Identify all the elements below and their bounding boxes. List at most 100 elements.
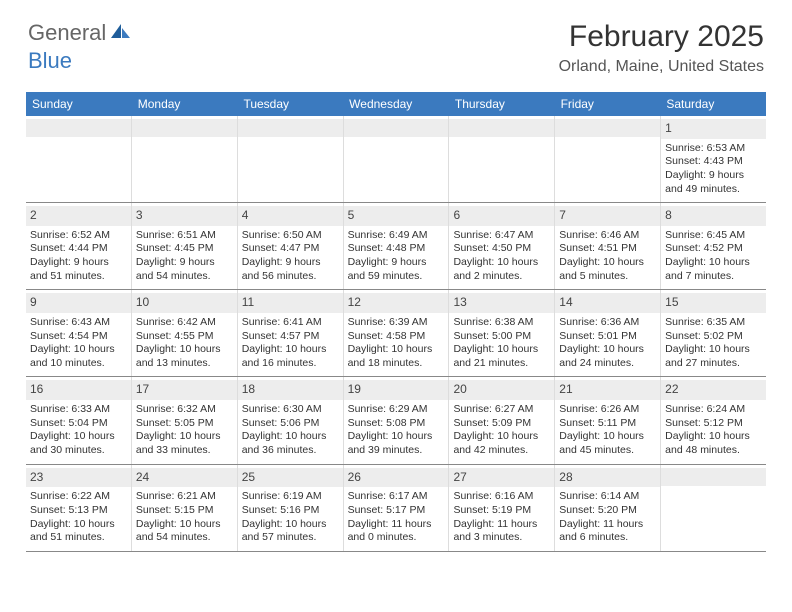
day-daylight2: and 36 minutes. xyxy=(242,444,339,458)
day-number: 23 xyxy=(26,468,131,488)
day-header: Tuesday xyxy=(237,92,343,116)
day-sunset: Sunset: 5:15 PM xyxy=(136,504,233,518)
day-cell: 8Sunrise: 6:45 AMSunset: 4:52 PMDaylight… xyxy=(660,203,766,289)
day-sunset: Sunset: 5:09 PM xyxy=(453,417,550,431)
logo-word2: Blue xyxy=(28,48,72,74)
day-daylight1: Daylight: 11 hours xyxy=(348,518,445,532)
day-sunset: Sunset: 4:55 PM xyxy=(136,330,233,344)
day-cell: 25Sunrise: 6:19 AMSunset: 5:16 PMDayligh… xyxy=(237,465,343,551)
day-number: 24 xyxy=(132,468,237,488)
day-daylight1: Daylight: 10 hours xyxy=(136,430,233,444)
day-sunset: Sunset: 5:02 PM xyxy=(665,330,762,344)
day-daylight2: and 57 minutes. xyxy=(242,531,339,545)
day-number xyxy=(344,119,449,137)
empty-cell xyxy=(343,116,449,202)
day-number: 13 xyxy=(449,293,554,313)
day-number: 8 xyxy=(661,206,766,226)
day-daylight1: Daylight: 10 hours xyxy=(348,430,445,444)
day-daylight2: and 21 minutes. xyxy=(453,357,550,371)
day-number: 2 xyxy=(26,206,131,226)
day-cell: 13Sunrise: 6:38 AMSunset: 5:00 PMDayligh… xyxy=(448,290,554,376)
day-number xyxy=(238,119,343,137)
day-daylight2: and 45 minutes. xyxy=(559,444,656,458)
day-header: Wednesday xyxy=(343,92,449,116)
day-cell: 28Sunrise: 6:14 AMSunset: 5:20 PMDayligh… xyxy=(554,465,660,551)
day-daylight1: Daylight: 10 hours xyxy=(30,430,127,444)
day-sunrise: Sunrise: 6:45 AM xyxy=(665,229,762,243)
day-number xyxy=(449,119,554,137)
month-title: February 2025 xyxy=(559,20,764,54)
day-sunset: Sunset: 5:16 PM xyxy=(242,504,339,518)
day-sunset: Sunset: 4:52 PM xyxy=(665,242,762,256)
day-daylight1: Daylight: 11 hours xyxy=(453,518,550,532)
day-daylight1: Daylight: 10 hours xyxy=(559,256,656,270)
day-sunset: Sunset: 5:04 PM xyxy=(30,417,127,431)
day-sunrise: Sunrise: 6:52 AM xyxy=(30,229,127,243)
day-daylight2: and 51 minutes. xyxy=(30,531,127,545)
header: General February 2025 Orland, Maine, Uni… xyxy=(0,0,792,84)
day-sunrise: Sunrise: 6:26 AM xyxy=(559,403,656,417)
day-daylight1: Daylight: 10 hours xyxy=(242,430,339,444)
day-sunrise: Sunrise: 6:33 AM xyxy=(30,403,127,417)
day-daylight1: Daylight: 9 hours xyxy=(136,256,233,270)
empty-cell xyxy=(554,116,660,202)
day-daylight2: and 3 minutes. xyxy=(453,531,550,545)
day-daylight1: Daylight: 9 hours xyxy=(242,256,339,270)
day-sunrise: Sunrise: 6:21 AM xyxy=(136,490,233,504)
day-daylight2: and 10 minutes. xyxy=(30,357,127,371)
empty-cell xyxy=(26,116,131,202)
day-cell: 4Sunrise: 6:50 AMSunset: 4:47 PMDaylight… xyxy=(237,203,343,289)
day-sunrise: Sunrise: 6:22 AM xyxy=(30,490,127,504)
day-daylight1: Daylight: 10 hours xyxy=(453,430,550,444)
day-daylight1: Daylight: 10 hours xyxy=(453,343,550,357)
location: Orland, Maine, United States xyxy=(559,58,764,76)
week-row: 23Sunrise: 6:22 AMSunset: 5:13 PMDayligh… xyxy=(26,465,766,552)
day-daylight2: and 7 minutes. xyxy=(665,270,762,284)
day-cell: 21Sunrise: 6:26 AMSunset: 5:11 PMDayligh… xyxy=(554,377,660,463)
day-sunset: Sunset: 4:48 PM xyxy=(348,242,445,256)
day-sunset: Sunset: 5:00 PM xyxy=(453,330,550,344)
day-sunset: Sunset: 4:43 PM xyxy=(665,155,762,169)
day-daylight1: Daylight: 10 hours xyxy=(30,343,127,357)
day-sunset: Sunset: 4:57 PM xyxy=(242,330,339,344)
day-sunset: Sunset: 5:12 PM xyxy=(665,417,762,431)
logo: General xyxy=(28,20,131,46)
day-daylight2: and 30 minutes. xyxy=(30,444,127,458)
day-number: 7 xyxy=(555,206,660,226)
day-number: 18 xyxy=(238,380,343,400)
day-number: 17 xyxy=(132,380,237,400)
day-daylight2: and 27 minutes. xyxy=(665,357,762,371)
day-sunset: Sunset: 5:17 PM xyxy=(348,504,445,518)
day-sunset: Sunset: 5:01 PM xyxy=(559,330,656,344)
day-sunrise: Sunrise: 6:47 AM xyxy=(453,229,550,243)
day-number: 10 xyxy=(132,293,237,313)
day-number: 1 xyxy=(661,119,766,139)
day-cell: 19Sunrise: 6:29 AMSunset: 5:08 PMDayligh… xyxy=(343,377,449,463)
day-sunrise: Sunrise: 6:19 AM xyxy=(242,490,339,504)
day-daylight1: Daylight: 10 hours xyxy=(665,343,762,357)
logo-word1: General xyxy=(28,20,106,46)
day-sunrise: Sunrise: 6:35 AM xyxy=(665,316,762,330)
day-header: Friday xyxy=(555,92,661,116)
day-number: 12 xyxy=(344,293,449,313)
day-number: 21 xyxy=(555,380,660,400)
day-sunrise: Sunrise: 6:16 AM xyxy=(453,490,550,504)
day-daylight2: and 54 minutes. xyxy=(136,531,233,545)
day-number: 5 xyxy=(344,206,449,226)
week-row: 2Sunrise: 6:52 AMSunset: 4:44 PMDaylight… xyxy=(26,203,766,290)
day-sunset: Sunset: 5:06 PM xyxy=(242,417,339,431)
day-daylight2: and 56 minutes. xyxy=(242,270,339,284)
day-sunset: Sunset: 4:51 PM xyxy=(559,242,656,256)
day-number: 3 xyxy=(132,206,237,226)
day-number: 19 xyxy=(344,380,449,400)
day-cell: 2Sunrise: 6:52 AMSunset: 4:44 PMDaylight… xyxy=(26,203,131,289)
day-number xyxy=(555,119,660,137)
day-sunset: Sunset: 4:47 PM xyxy=(242,242,339,256)
day-cell: 22Sunrise: 6:24 AMSunset: 5:12 PMDayligh… xyxy=(660,377,766,463)
day-daylight2: and 42 minutes. xyxy=(453,444,550,458)
day-daylight2: and 39 minutes. xyxy=(348,444,445,458)
calendar: Sunday Monday Tuesday Wednesday Thursday… xyxy=(26,92,766,552)
day-sunset: Sunset: 4:45 PM xyxy=(136,242,233,256)
day-sunset: Sunset: 4:58 PM xyxy=(348,330,445,344)
day-sunrise: Sunrise: 6:30 AM xyxy=(242,403,339,417)
